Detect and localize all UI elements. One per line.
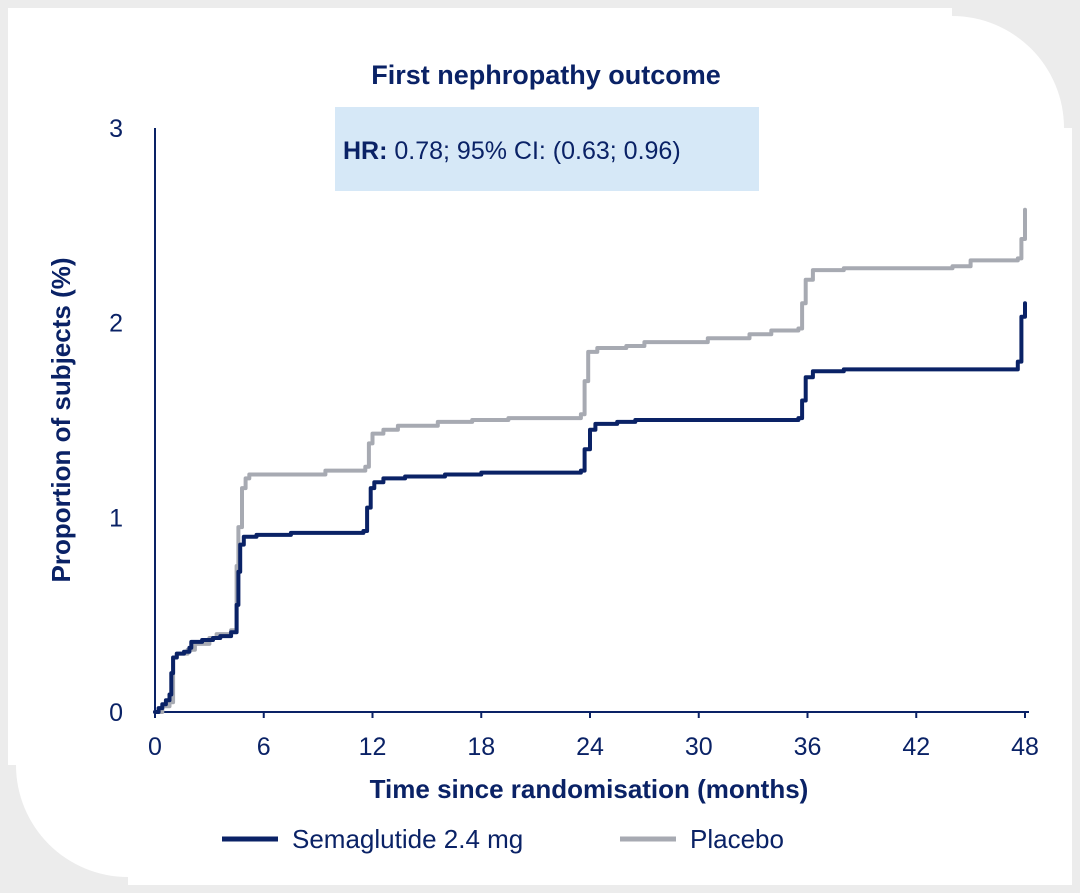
frame-corner-top-right	[952, 8, 1072, 128]
legend-label: Semaglutide 2.4 mg	[292, 824, 523, 854]
x-tick-label: 48	[1011, 733, 1039, 761]
x-tick-label: 6	[257, 733, 271, 761]
hr-annotation-box	[335, 107, 759, 191]
frame-corner-bottom-left	[8, 765, 128, 885]
hr-annotation-value: 0.78; 95% CI: (0.63; 0.96)	[387, 137, 680, 165]
x-tick-label: 12	[359, 733, 387, 761]
x-tick-label: 18	[467, 733, 495, 761]
x-tick-label: 42	[902, 733, 930, 761]
chart-title: First nephropathy outcome	[371, 60, 721, 90]
series-layer	[153, 207, 1027, 714]
series-line-semaglutide-2-4-mg	[153, 301, 1027, 714]
y-tick-label: 2	[109, 310, 123, 338]
hr-annotation-label: HR:	[343, 137, 387, 165]
x-tick-label: 36	[794, 733, 822, 761]
y-tick-label: 3	[109, 115, 123, 143]
series-line-placebo	[153, 207, 1027, 714]
legend-label: Placebo	[690, 824, 784, 854]
chart-card: First nephropathy outcome HR: 0.78; 95% …	[8, 8, 1072, 885]
y-tick-label: 1	[109, 504, 123, 532]
y-tick-label: 0	[109, 699, 123, 727]
hr-annotation: HR: 0.78; 95% CI: (0.63; 0.96)	[343, 137, 681, 165]
chart: First nephropathy outcome HR: 0.78; 95% …	[8, 8, 1072, 885]
y-axis-label: Proportion of subjects (%)	[46, 258, 76, 583]
x-tick-label: 0	[148, 733, 162, 761]
legend: Semaglutide 2.4 mg Placebo	[222, 824, 784, 854]
x-tick-label: 30	[685, 733, 713, 761]
x-axis-label: Time since randomisation (months)	[370, 774, 809, 804]
x-tick-label: 24	[576, 733, 604, 761]
